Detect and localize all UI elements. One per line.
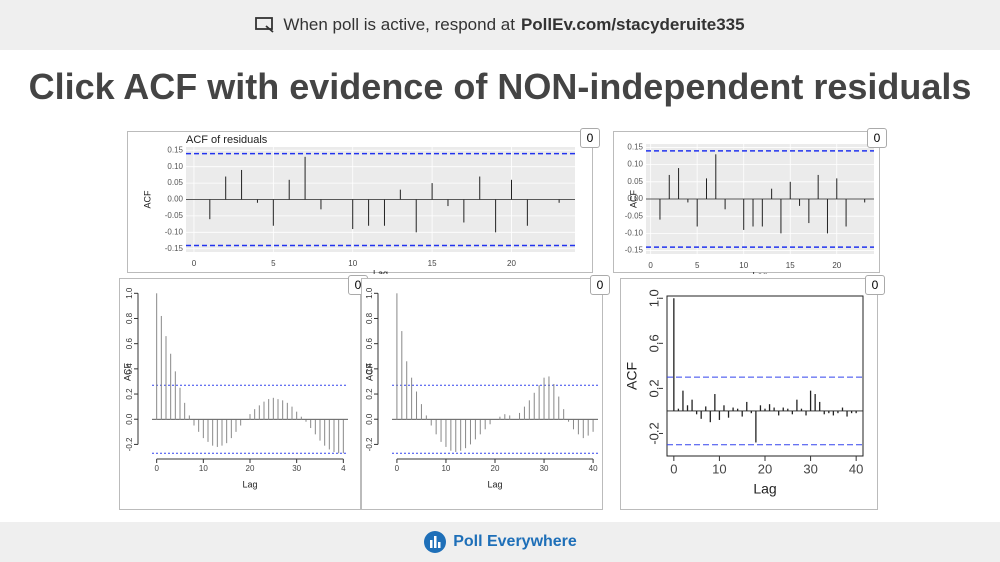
x-tick-label: 20 <box>507 259 516 268</box>
answer-option[interactable]: -0.15 -0.10 -0.05 0.00 0.05 0.10 0.15 0 5 10 15 20 L… <box>613 128 887 274</box>
header-text: When poll is active, respond at <box>283 15 515 34</box>
y-tick-label: -0.2 <box>125 437 134 451</box>
plot-frame <box>666 295 864 457</box>
y-tick-label: 0.05 <box>167 178 183 187</box>
y-tick-label: 0.15 <box>627 143 643 152</box>
y-tick-label: 1.0 <box>646 289 661 307</box>
x-tick-label: 10 <box>712 461 726 476</box>
screen-icon <box>255 17 275 33</box>
vote-count: 0 <box>865 275 885 295</box>
y-tick-label: 0.10 <box>627 160 643 169</box>
y-tick-label: -0.05 <box>625 211 644 220</box>
acf-plot: -0.15 -0.10 -0.05 0.00 0.05 0.10 0.15 0 5 10 15 20 A… <box>142 134 575 274</box>
acf-plot: -0.2 0.2 0.6 1.0 0 10 20 30 40 Lag ACF <box>624 289 864 497</box>
y-tick-label: 0.4 <box>365 363 374 375</box>
x-tick-label: 5 <box>271 259 276 268</box>
y-tick-label: 0.6 <box>646 334 661 352</box>
y-tick-label: 0.6 <box>365 338 374 350</box>
y-tick-label: 0.00 <box>627 194 643 203</box>
y-tick-label: -0.2 <box>365 437 374 451</box>
x-tick-label: 0 <box>192 259 197 268</box>
y-tick-label: 0.05 <box>627 177 643 186</box>
x-tick-label: 10 <box>348 259 357 268</box>
x-tick-label: 40 <box>849 461 863 476</box>
vote-count: 0 <box>867 128 887 148</box>
y-tick-label: 0.2 <box>365 388 374 400</box>
x-tick-label: 10 <box>199 464 208 473</box>
acf-plot: -0.2 0.0 0.2 0.4 0.6 0.8 1.0 0 10 20 30 40 Lag ACF <box>364 287 598 489</box>
x-tick-label: 20 <box>832 261 841 270</box>
answer-option[interactable]: -0.2 0.2 0.6 1.0 0 10 20 30 40 Lag ACF 0 <box>620 275 885 510</box>
y-tick-label: 0.0 <box>125 413 134 425</box>
x-axis-label: Lag <box>487 479 502 489</box>
footer-bar: Poll Everywhere <box>0 522 1000 562</box>
y-axis-label: ACF <box>142 190 152 209</box>
x-axis-label: Lag <box>373 268 388 274</box>
y-tick-label: 0.6 <box>125 338 134 350</box>
x-tick-label: 5 <box>695 261 700 270</box>
y-tick-label: 0.00 <box>167 195 183 204</box>
answer-option[interactable]: -0.15 -0.10 -0.05 0.00 0.05 0.10 0.15 0 5 10 15 20 A… <box>127 128 600 274</box>
x-tick-label: 20 <box>758 461 772 476</box>
acf-plot: -0.15 -0.10 -0.05 0.00 0.05 0.10 0.15 0 5 10 15 20 L… <box>625 143 874 274</box>
x-tick-label: 15 <box>786 261 795 270</box>
x-tick-label: 0 <box>395 464 400 473</box>
y-tick-label: -0.15 <box>625 246 644 255</box>
y-tick-label: 0.4 <box>125 363 134 375</box>
header-link[interactable]: PollEv.com/stacyderuite335 <box>520 15 745 34</box>
x-tick-label: 40 <box>589 464 598 473</box>
y-tick-label: 0.2 <box>646 379 661 397</box>
x-tick-label: 30 <box>292 464 301 473</box>
x-tick-label: 30 <box>803 461 817 476</box>
y-tick-label: 0.10 <box>167 162 183 171</box>
y-axis-label: ACF <box>628 189 638 208</box>
plot-title: ACF of residuals <box>186 134 268 146</box>
answer-option[interactable]: -0.2 0.0 0.2 0.4 0.6 0.8 1.0 0 10 20 30 40 Lag ACF 0 <box>361 275 610 510</box>
y-tick-label: -0.10 <box>165 227 184 236</box>
x-tick-label: 0 <box>648 261 653 270</box>
y-tick-label: 0.2 <box>125 388 134 400</box>
acf-plot: -0.2 0.0 0.2 0.4 0.6 0.8 1.0 0 10 20 30 4 Lag ACF <box>122 287 348 489</box>
x-tick-label: 20 <box>246 464 255 473</box>
y-tick-label: 0.15 <box>167 145 183 154</box>
vote-count: 0 <box>580 128 600 148</box>
x-tick-label: 0 <box>154 464 159 473</box>
y-tick-label: -0.10 <box>625 228 644 237</box>
x-axis-label: Lag <box>752 270 767 274</box>
header-bar: When poll is active, respond at PollEv.c… <box>0 0 1000 50</box>
vote-count: 0 <box>590 275 610 295</box>
y-tick-label: 1.0 <box>365 287 374 299</box>
x-tick-label: 15 <box>428 259 437 268</box>
y-tick-label: -0.2 <box>646 422 661 444</box>
x-tick-label: 30 <box>540 464 549 473</box>
y-tick-label: 0.8 <box>365 312 374 324</box>
x-tick-label: 4 <box>341 464 346 473</box>
x-axis-label: Lag <box>242 479 257 489</box>
y-tick-label: -0.05 <box>165 211 184 220</box>
brand-logo <box>424 531 447 553</box>
y-tick-label: -0.15 <box>165 244 184 253</box>
y-tick-label: 0.0 <box>365 413 374 425</box>
question-title: Click ACF with evidence of NON-independe… <box>28 66 972 107</box>
y-axis-label: ACF <box>122 362 132 381</box>
x-tick-label: 20 <box>491 464 500 473</box>
x-tick-label: 10 <box>739 261 748 270</box>
x-tick-label: 0 <box>670 461 677 476</box>
y-tick-label: 0.8 <box>125 312 134 324</box>
brand-name: Poll Everywhere <box>453 533 577 550</box>
answer-option[interactable]: -0.2 0.0 0.2 0.4 0.6 0.8 1.0 0 10 20 30 4 Lag ACF 0 <box>119 275 368 510</box>
x-axis-label: Lag <box>753 481 776 497</box>
x-tick-label: 10 <box>441 464 450 473</box>
y-axis-label: ACF <box>624 362 640 390</box>
y-tick-label: 1.0 <box>125 287 134 299</box>
y-axis-label: ACF <box>364 362 374 381</box>
